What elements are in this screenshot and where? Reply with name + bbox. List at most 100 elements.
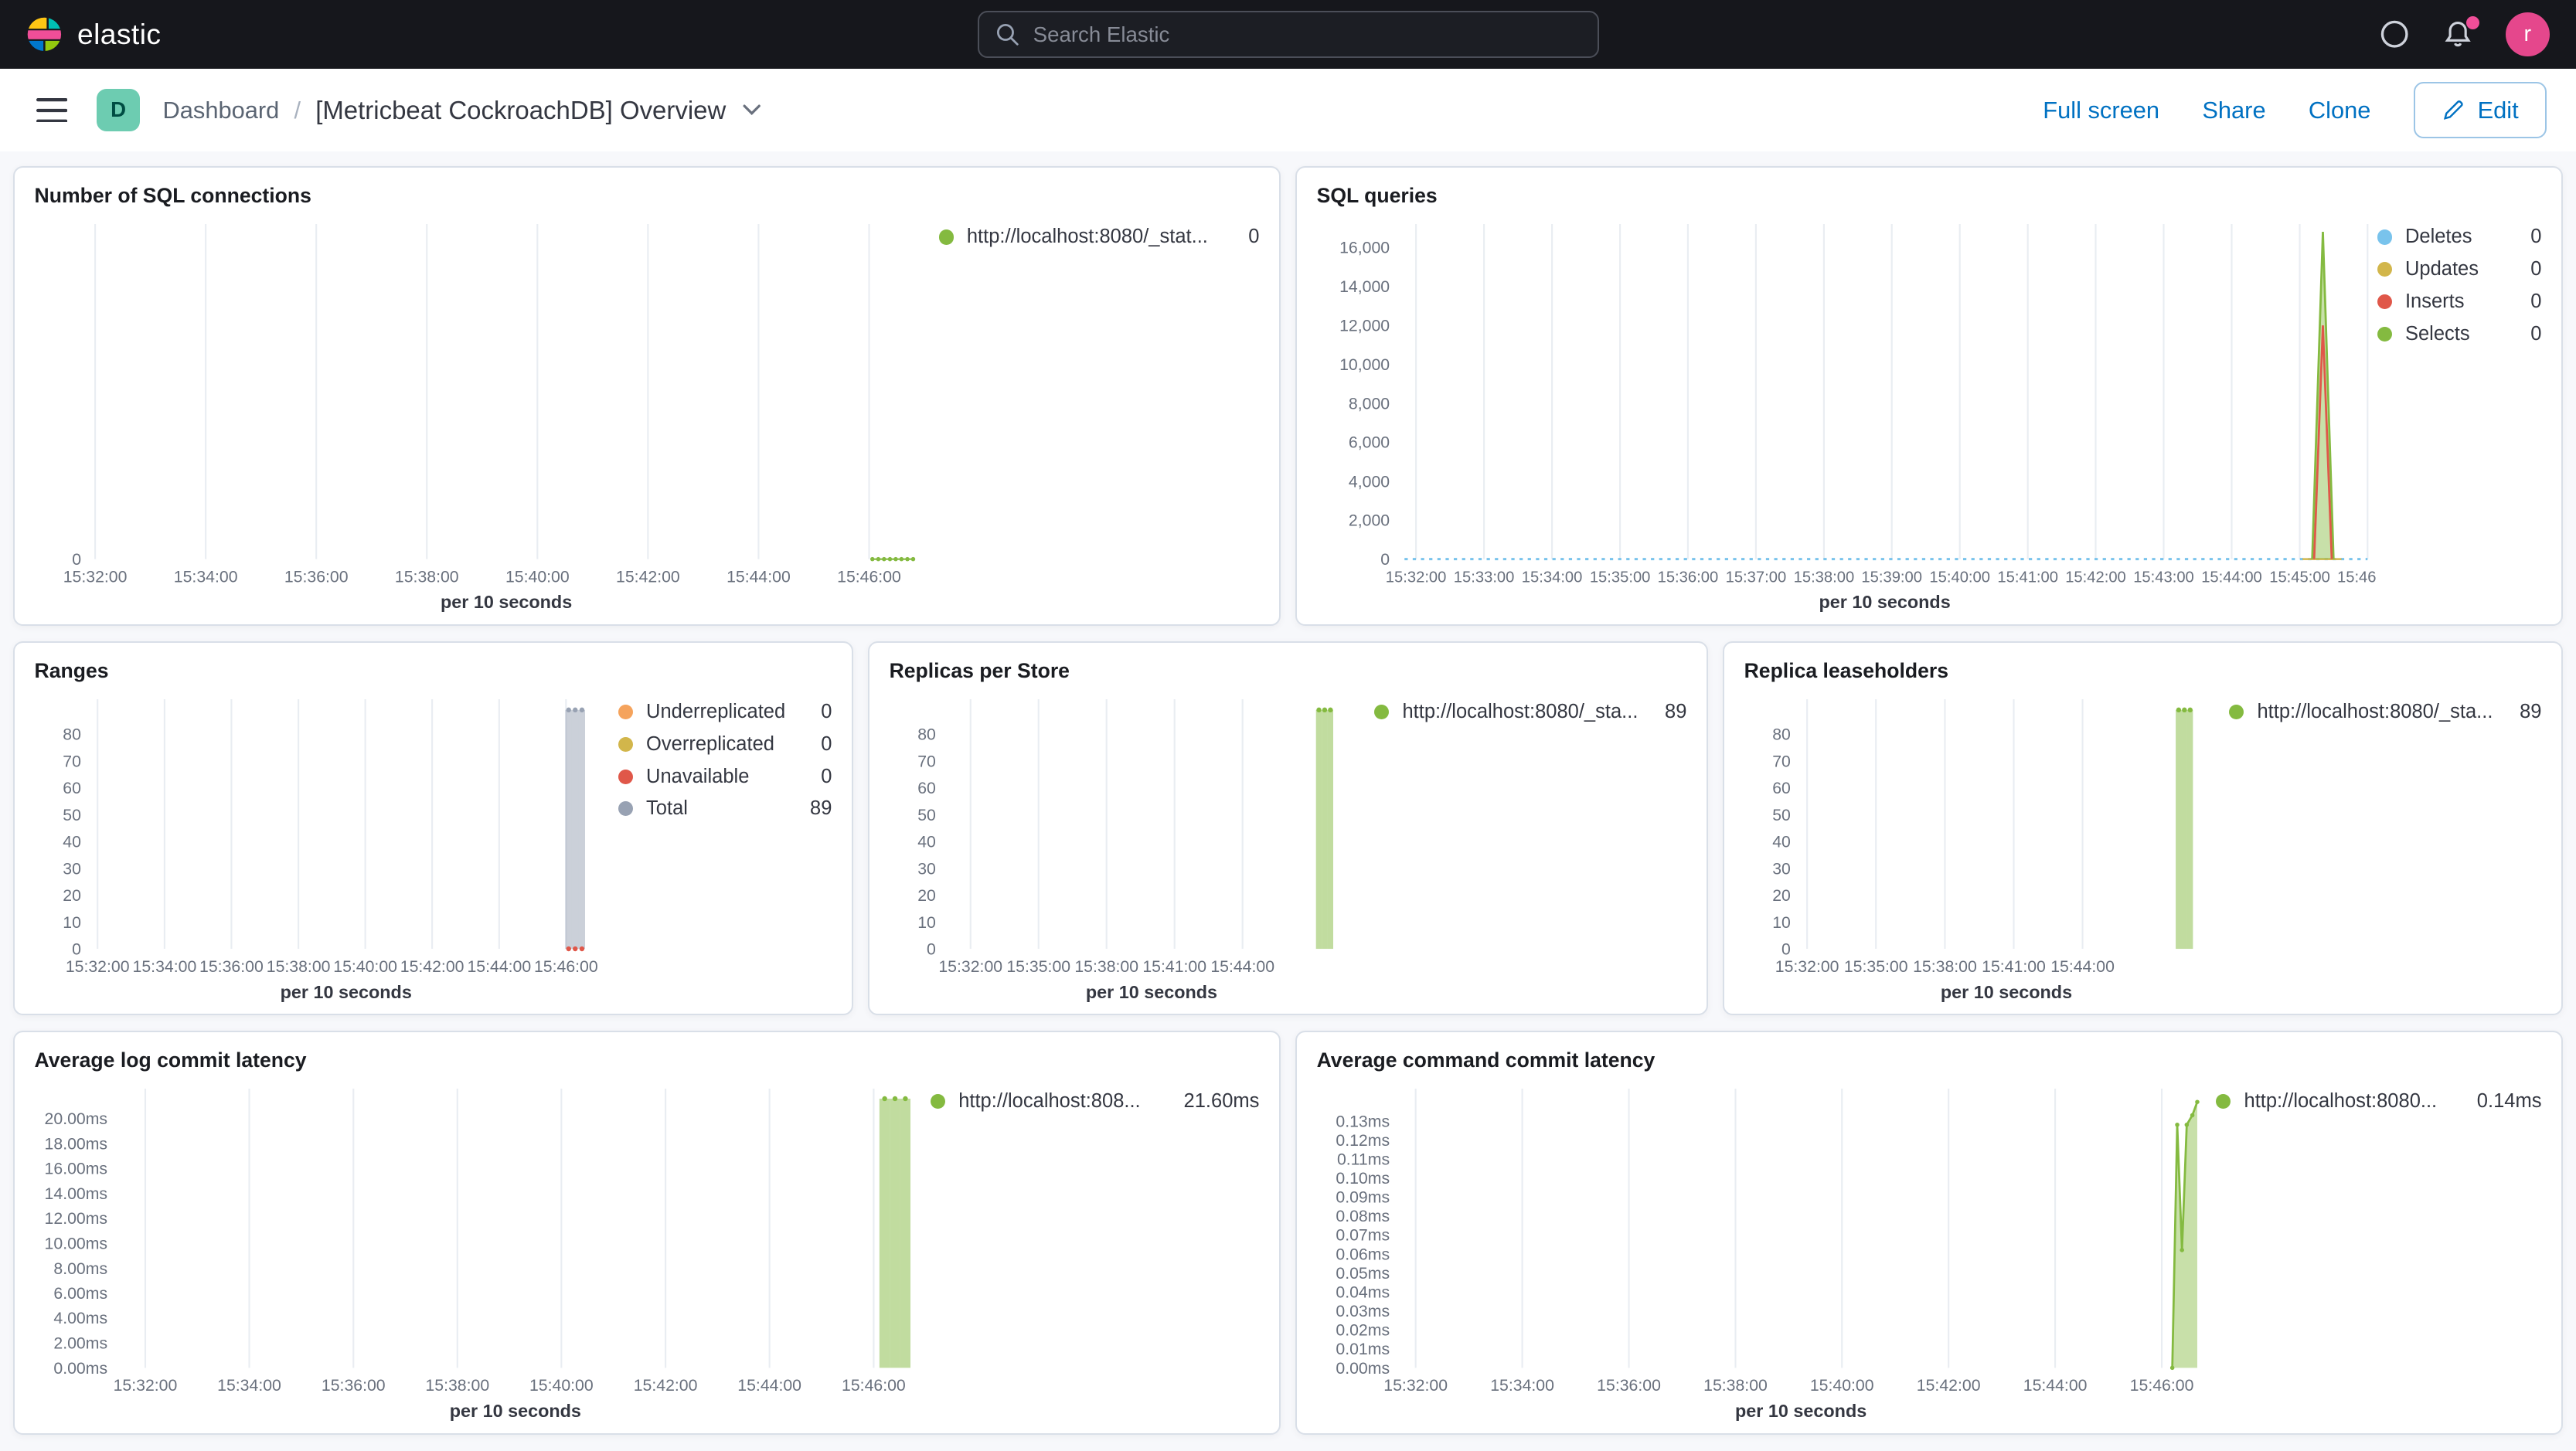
legend-series-dot bbox=[2377, 294, 2392, 310]
legend-item[interactable]: Unavailable 0 bbox=[618, 766, 832, 788]
legend-item[interactable]: Updates 0 bbox=[2377, 258, 2541, 280]
svg-text:60: 60 bbox=[63, 779, 81, 797]
svg-text:15:32:00: 15:32:00 bbox=[1775, 957, 1839, 976]
legend-item[interactable]: Overreplicated 0 bbox=[618, 733, 832, 756]
sql-queries-chart[interactable]: 15:32:00 15:33:00 15:34:00 15:35:00 15:36:00… bbox=[1317, 211, 2377, 592]
svg-text:0.09ms: 0.09ms bbox=[1336, 1188, 1390, 1207]
legend-series-label: Selects bbox=[2404, 322, 2470, 345]
panel-sql-queries: SQL queries 15:32:00 15:33:00 15:34:00 15:3… bbox=[1295, 165, 2563, 627]
panel-title[interactable]: Average command commit latency bbox=[1316, 1048, 1656, 1072]
svg-text:80: 80 bbox=[1772, 726, 1791, 744]
legend-series-label: Inserts bbox=[2404, 290, 2465, 312]
legend-series-value: 0 bbox=[821, 765, 832, 787]
legend-series-label: Updates bbox=[2404, 258, 2479, 280]
svg-text:30: 30 bbox=[1772, 859, 1791, 878]
legend-item[interactable]: http://localhost:8080/_stat... 0 bbox=[938, 226, 1260, 248]
legend-series-value: 89 bbox=[2520, 701, 2542, 723]
notifications-button[interactable] bbox=[2443, 16, 2479, 49]
svg-text:0: 0 bbox=[927, 940, 936, 959]
panel-title[interactable]: Ranges bbox=[34, 658, 109, 682]
legend-item[interactable]: http://localhost:8080/_sta... 89 bbox=[1374, 701, 1686, 723]
breadcrumb-dashboard-link[interactable]: Dashboard bbox=[162, 96, 280, 124]
svg-text:0.01ms: 0.01ms bbox=[1336, 1340, 1390, 1358]
chevron-down-icon bbox=[743, 104, 761, 116]
svg-text:15:38:00: 15:38:00 bbox=[266, 957, 330, 976]
panel-title[interactable]: Average log commit latency bbox=[34, 1048, 307, 1072]
svg-text:15:44:00: 15:44:00 bbox=[2050, 957, 2115, 976]
panel-title[interactable]: Number of SQL connections bbox=[34, 184, 311, 208]
svg-text:40: 40 bbox=[1772, 833, 1791, 851]
sql-connections-chart[interactable]: 15:32:00 15:34:00 15:36:00 15:38:00 15:40:00… bbox=[35, 211, 939, 592]
legend-item[interactable]: Deletes 0 bbox=[2377, 226, 2542, 248]
avatar-initial: r bbox=[2523, 22, 2532, 47]
svg-text:15:35:00: 15:35:00 bbox=[1589, 569, 1650, 586]
svg-text:15:44:00: 15:44:00 bbox=[727, 568, 791, 586]
global-search-bar[interactable] bbox=[977, 10, 1599, 59]
svg-text:50: 50 bbox=[917, 806, 936, 824]
legend-series-value: 0 bbox=[2530, 322, 2542, 345]
title-menu-button[interactable] bbox=[737, 100, 765, 121]
svg-text:15:43:00: 15:43:00 bbox=[2133, 569, 2194, 586]
legend-series-dot bbox=[2377, 229, 2392, 245]
replicas-per-store-chart[interactable]: 15:32:00 15:35:00 15:38:00 15:41:00 15:44:00… bbox=[890, 686, 1375, 982]
user-avatar[interactable]: r bbox=[2505, 12, 2550, 57]
avg-log-commit-latency-chart[interactable]: 15:32:00 15:34:00 15:36:00 15:38:00 15:40:00… bbox=[35, 1076, 931, 1401]
legend-item[interactable]: Inserts 0 bbox=[2377, 290, 2541, 313]
dashboard-badge[interactable]: D bbox=[97, 88, 140, 132]
legend-item[interactable]: http://localhost:8080... 0.14ms bbox=[2216, 1090, 2541, 1113]
svg-text:15:36:00: 15:36:00 bbox=[321, 1376, 385, 1395]
svg-text:15:42:00: 15:42:00 bbox=[400, 957, 464, 976]
legend-item[interactable]: Selects 0 bbox=[2377, 322, 2542, 345]
svg-text:15:41:00: 15:41:00 bbox=[1982, 957, 2046, 976]
legend-series-dot bbox=[1374, 705, 1390, 720]
full-screen-button[interactable]: Full screen bbox=[2043, 96, 2160, 124]
share-button[interactable]: Share bbox=[2202, 96, 2266, 124]
svg-text:15:38:00: 15:38:00 bbox=[1793, 569, 1854, 586]
help-button[interactable] bbox=[2379, 19, 2410, 49]
x-axis-label: per 10 seconds bbox=[1940, 981, 2073, 1002]
legend-series-value: 0 bbox=[1248, 226, 1260, 248]
svg-text:40: 40 bbox=[917, 833, 936, 851]
topbar-right-controls: r bbox=[2379, 12, 2550, 57]
svg-text:80: 80 bbox=[917, 726, 936, 744]
top-navigation-bar: elastic r bbox=[0, 0, 2576, 70]
dashboard-row-3: Average log commit latency 15:32:00 15:34… bbox=[13, 1030, 2563, 1435]
svg-text:20: 20 bbox=[1772, 886, 1791, 905]
svg-text:15:32:00: 15:32:00 bbox=[938, 957, 1002, 976]
legend-series-label: http://localhost:8080/_sta... bbox=[1402, 701, 1638, 723]
svg-text:80: 80 bbox=[63, 726, 81, 744]
svg-text:20: 20 bbox=[917, 886, 936, 905]
svg-text:15:46:00: 15:46:00 bbox=[2129, 1376, 2193, 1395]
replica-leaseholders-chart[interactable]: 15:32:00 15:35:00 15:38:00 15:41:00 15:44:00… bbox=[1744, 686, 2230, 982]
ranges-chart[interactable]: 15:32:00 15:34:00 15:36:00 15:38:00 15:40:00… bbox=[35, 686, 618, 982]
legend-series-value: 0 bbox=[2530, 226, 2542, 248]
menu-button[interactable] bbox=[29, 91, 73, 129]
clone-button[interactable]: Clone bbox=[2308, 96, 2371, 124]
svg-text:0.11ms: 0.11ms bbox=[1337, 1150, 1390, 1169]
pencil-icon bbox=[2442, 99, 2465, 122]
toolbar-actions: Full screen Share Clone Edit bbox=[2043, 82, 2547, 138]
panel-average-command-commit-latency: Average command commit latency 15:32:00 1… bbox=[1295, 1030, 2563, 1435]
svg-text:15:35:00: 15:35:00 bbox=[1006, 957, 1070, 976]
legend-item[interactable]: http://localhost:808... 21.60ms bbox=[931, 1090, 1259, 1113]
legend-item[interactable]: Total 89 bbox=[618, 797, 832, 820]
svg-text:15:41:00: 15:41:00 bbox=[1997, 569, 2058, 586]
legend-item[interactable]: Underreplicated 0 bbox=[618, 701, 832, 723]
svg-text:20: 20 bbox=[63, 886, 81, 905]
svg-text:0.02ms: 0.02ms bbox=[1336, 1321, 1390, 1340]
avg-command-commit-latency-chart[interactable]: 15:32:00 15:34:00 15:36:00 15:38:00 15:40:00… bbox=[1317, 1076, 2217, 1401]
svg-text:70: 70 bbox=[1772, 752, 1791, 770]
panel-title[interactable]: SQL queries bbox=[1316, 184, 1438, 208]
brand[interactable]: elastic bbox=[26, 16, 161, 53]
legend-item[interactable]: http://localhost:8080/_sta... 89 bbox=[2229, 701, 2541, 723]
panel-title[interactable]: Replicas per Store bbox=[889, 658, 1070, 682]
svg-text:15:44:00: 15:44:00 bbox=[467, 957, 531, 976]
legend-series-dot bbox=[618, 801, 634, 817]
panel-title[interactable]: Replica leaseholders bbox=[1744, 658, 1949, 682]
legend-series-label: http://localhost:8080... bbox=[2244, 1090, 2438, 1113]
svg-text:15:34:00: 15:34:00 bbox=[1521, 569, 1582, 586]
svg-text:4.00ms: 4.00ms bbox=[53, 1309, 107, 1327]
search-input[interactable] bbox=[1033, 22, 1581, 47]
edit-button[interactable]: Edit bbox=[2413, 82, 2547, 138]
chart-legend: http://localhost:8080/_sta... 89 bbox=[1374, 686, 1686, 1008]
